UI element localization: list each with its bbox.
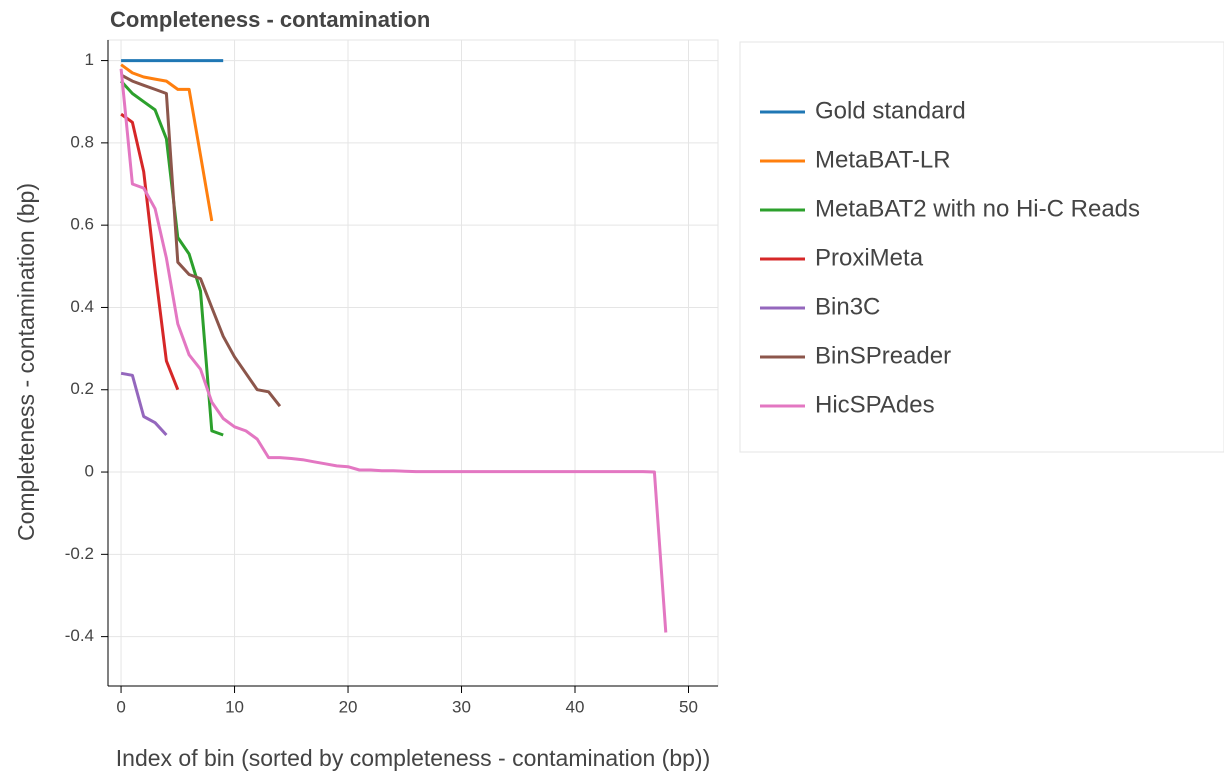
chart-title: Completeness - contamination <box>110 7 430 32</box>
y-tick-label: 0.2 <box>70 379 94 398</box>
legend-label: HicSPAdes <box>815 391 935 418</box>
legend-label: BinSPreader <box>815 342 951 369</box>
x-tick-label: 30 <box>452 697 471 716</box>
series-line <box>120 63 214 222</box>
legend-label: MetaBAT-LR <box>815 146 951 173</box>
y-tick-label: 0 <box>85 462 94 481</box>
x-tick-label: 40 <box>566 697 585 716</box>
y-axis-label: Completeness - contamination (bp) <box>13 183 39 541</box>
y-tick-label: 1 <box>85 50 94 69</box>
y-tick-label: 0.6 <box>70 215 94 234</box>
series-line <box>119 68 668 633</box>
x-tick-label: 20 <box>339 697 358 716</box>
x-tick-label: 50 <box>679 697 698 716</box>
y-tick-label: 0.4 <box>70 297 94 316</box>
legend-label: Gold standard <box>815 97 966 124</box>
y-tick-label: -0.2 <box>65 544 94 563</box>
legend-box <box>739 41 1224 453</box>
legend-label: MetaBAT2 with no Hi-C Reads <box>815 195 1140 222</box>
x-axis-label: Index of bin (sorted by completeness - c… <box>116 745 710 771</box>
series-line <box>120 73 282 408</box>
x-tick-label: 10 <box>225 697 244 716</box>
legend-label: ProxiMeta <box>815 244 924 271</box>
x-tick-label: 0 <box>116 697 125 716</box>
series-line <box>120 112 180 391</box>
legend-label: Bin3C <box>815 293 880 320</box>
y-tick-label: -0.4 <box>65 626 94 645</box>
y-tick-label: 0.8 <box>70 132 94 151</box>
plot-frame <box>107 39 719 687</box>
series-line <box>120 371 168 437</box>
